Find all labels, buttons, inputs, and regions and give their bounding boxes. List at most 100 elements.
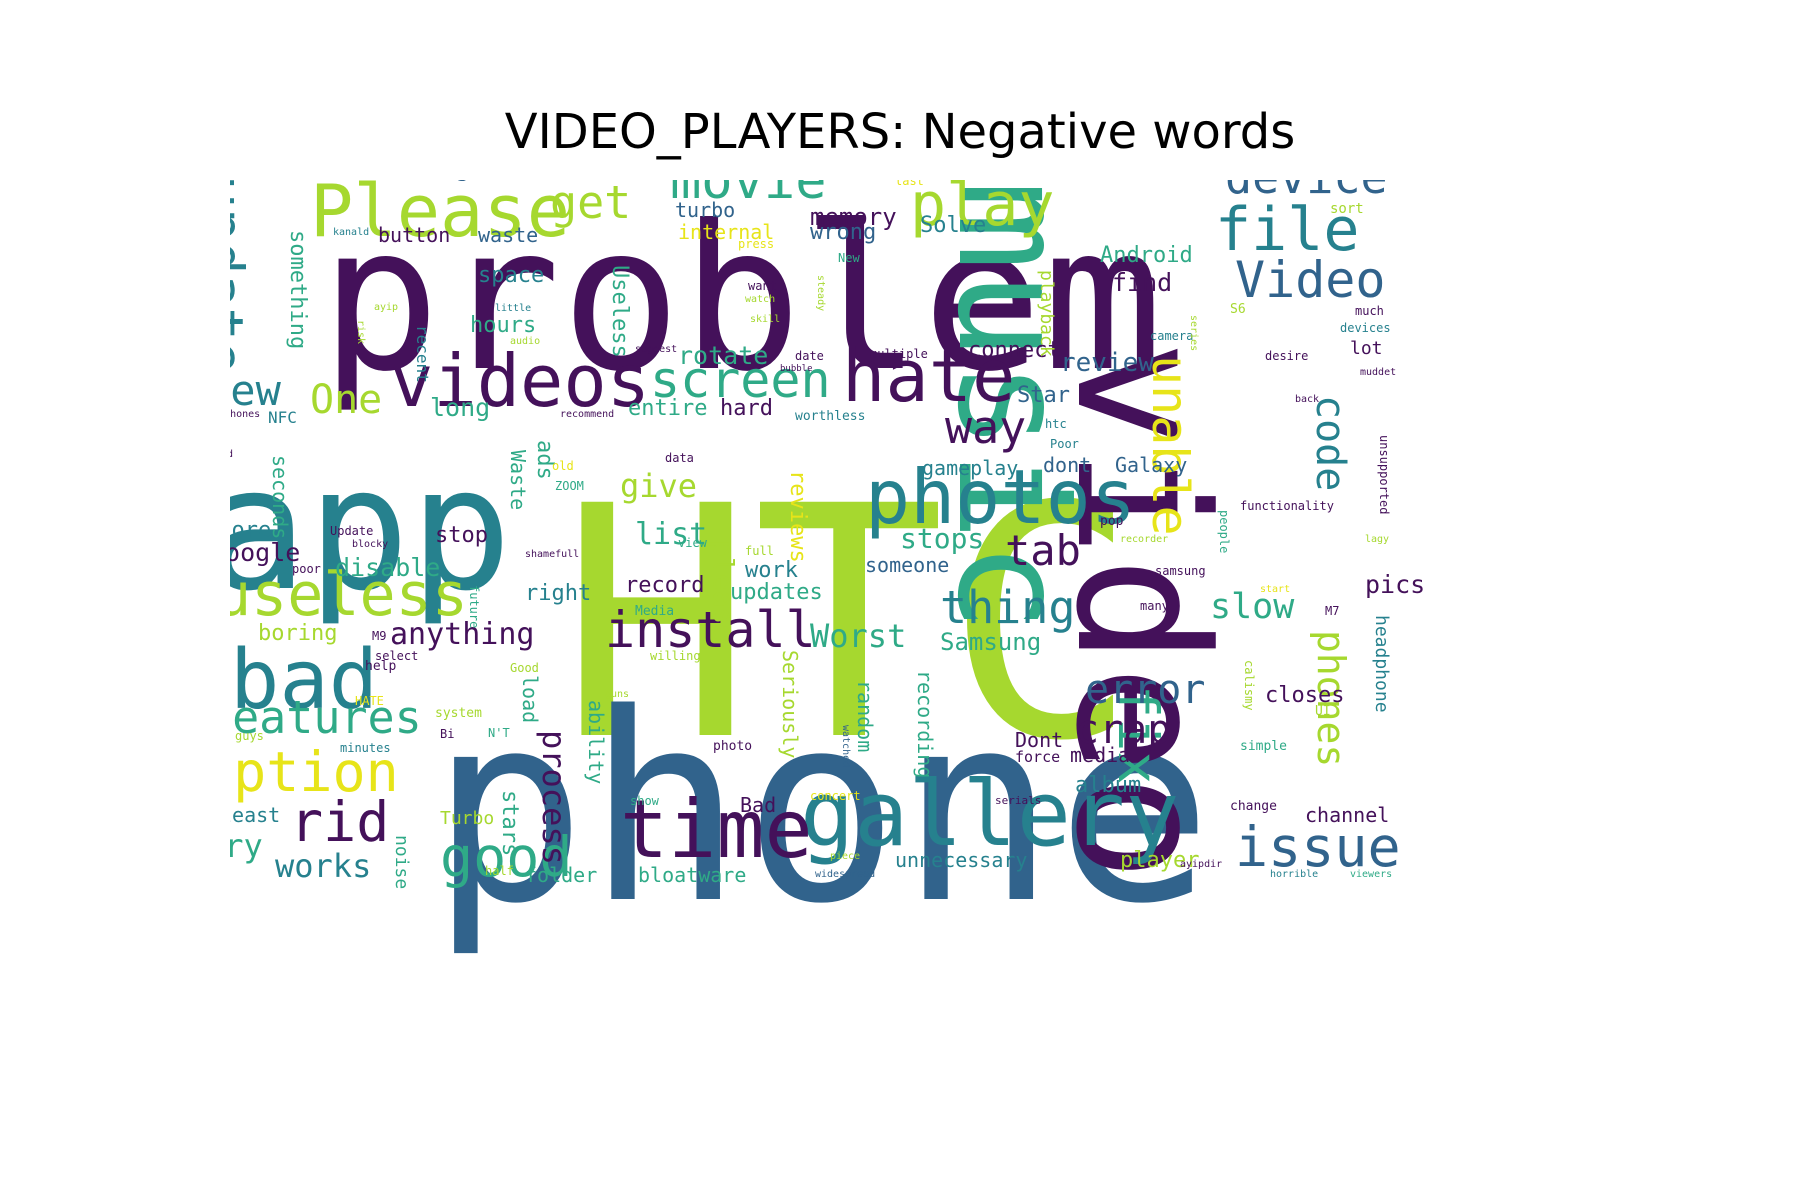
word-177: watch: [745, 294, 776, 305]
word-43: stops: [900, 522, 985, 555]
word-73: hard: [720, 396, 773, 421]
word-132: samsung: [1155, 564, 1206, 578]
word-197: view: [678, 536, 707, 550]
word-170: little: [495, 303, 532, 314]
word-66: space: [478, 263, 545, 288]
word-189: Bi: [440, 727, 455, 741]
word-161: htc: [1045, 417, 1067, 431]
word-30: One: [310, 377, 383, 423]
word-135: M7: [1325, 604, 1340, 618]
word-71: long: [430, 393, 491, 422]
word-157: vid: [230, 449, 234, 460]
word-60: waste: [478, 223, 539, 247]
word-162: Poor: [1050, 437, 1079, 451]
word-17: movie: [670, 180, 827, 211]
word-0: HTC: [560, 439, 1138, 811]
word-145: photo: [713, 739, 753, 754]
word-65: find: [1112, 268, 1173, 297]
word-126: muddet: [1360, 367, 1397, 378]
word-58: turbo: [675, 198, 736, 222]
word-97: stars: [497, 790, 522, 857]
word-153: Update: [330, 524, 374, 538]
word-167: multiple: [870, 347, 928, 361]
word-91: someone: [865, 553, 950, 577]
word-29: new: [230, 366, 281, 415]
word-21: device: [1225, 180, 1388, 200]
word-84: stop: [435, 523, 488, 548]
word-20: Video: [1235, 251, 1386, 309]
word-123: lot: [1350, 338, 1383, 359]
word-146: watched: [840, 725, 851, 768]
word-152: blocky: [352, 539, 389, 550]
word-89: updates: [730, 580, 823, 605]
word-168: suggest: [635, 344, 678, 355]
word-49: try: [230, 827, 263, 865]
word-107: headphone: [1371, 615, 1392, 713]
word-93: boring: [258, 621, 338, 646]
word-39: slow: [1210, 587, 1295, 627]
word-175: press: [738, 237, 775, 251]
word-79: list: [635, 517, 708, 552]
word-62: wrong: [810, 220, 877, 245]
word-181: last: [895, 180, 924, 188]
word-101: recording: [913, 670, 937, 779]
word-104: media: [1070, 743, 1131, 767]
word-178: skill: [750, 314, 781, 325]
word-180: New: [838, 251, 860, 265]
word-112: folder: [525, 863, 598, 887]
word-25: features: [230, 691, 422, 744]
word-116: Bad: [740, 793, 777, 817]
word-98: ability: [584, 700, 608, 785]
word-188: N'T: [488, 726, 510, 740]
word-111: bloatware: [638, 863, 747, 887]
word-26: rid: [290, 790, 390, 854]
word-94: select: [375, 649, 419, 663]
word-52: YouTube: [548, 180, 641, 182]
word-182: S6: [1230, 302, 1246, 317]
word-105: album: [1075, 773, 1142, 798]
word-186: calismy: [1242, 660, 1256, 711]
word-141: ayipdir: [1180, 859, 1223, 870]
word-28: issue: [1235, 815, 1401, 879]
word-85: google: [230, 538, 301, 567]
word-44: review: [1060, 348, 1154, 378]
word-95: help: [365, 659, 397, 674]
word-140: horrible: [1270, 869, 1319, 880]
word-159: old: [552, 459, 574, 473]
word-78: Waste: [506, 450, 530, 511]
word-191: minutes: [340, 741, 391, 755]
word-cloud: HTC phone problem video app music gallery time p…: [230, 180, 1620, 1015]
word-121: much: [1355, 304, 1384, 318]
word-59: button: [378, 223, 451, 247]
word-86: disable: [335, 553, 441, 582]
word-68: Useless: [607, 265, 632, 358]
word-185: start: [1260, 584, 1291, 595]
word-122: devices: [1340, 321, 1391, 335]
word-136: UI: [1315, 704, 1331, 719]
word-169: audio: [510, 336, 541, 347]
word-113: noise: [391, 835, 412, 890]
word-187: system: [435, 706, 482, 721]
word-142: widespread: [815, 869, 876, 880]
word-33: tab: [1005, 526, 1081, 575]
word-127: back: [1295, 394, 1320, 405]
word-8: photos: [865, 453, 1136, 541]
word-57: memory: [810, 203, 897, 231]
word-115: Turbo: [440, 808, 495, 829]
word-12: hate: [842, 334, 1016, 418]
word-75: dont: [1043, 453, 1092, 477]
word-134: many: [1140, 599, 1169, 613]
word-184: lagy: [1365, 534, 1390, 545]
word-61: internal: [678, 220, 775, 244]
word-51: something: [285, 230, 310, 350]
word-129: unsupported: [1377, 435, 1391, 515]
word-124: desire: [1265, 349, 1309, 363]
word-120: sort: [1330, 201, 1364, 217]
word-109: player: [1120, 848, 1200, 873]
word-192: HATE: [355, 694, 384, 708]
word-41: Worst: [810, 617, 907, 655]
word-92: pics: [1365, 570, 1426, 599]
word-16: screen: [650, 351, 831, 409]
word-171: risk: [355, 320, 366, 345]
word-143: piece: [830, 851, 861, 862]
